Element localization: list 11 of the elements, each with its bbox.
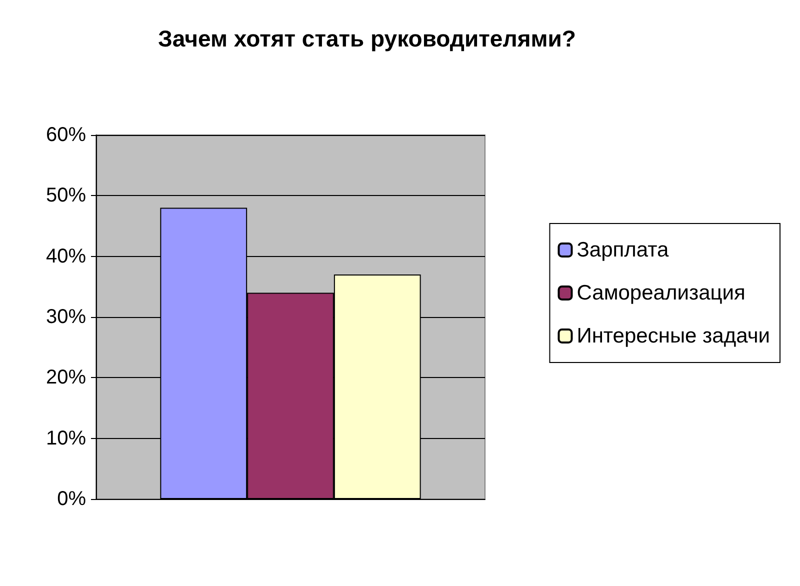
y-tick-label: 50% xyxy=(46,184,86,207)
y-tick-label: 40% xyxy=(46,245,86,268)
y-tick-label: 0% xyxy=(57,488,86,510)
y-tick-label: 30% xyxy=(46,306,86,328)
legend-label: Самореализация xyxy=(576,282,746,304)
legend-label: Интересные задачи xyxy=(576,324,770,348)
y-tick-label: 10% xyxy=(46,427,86,450)
y-tick-label: 20% xyxy=(46,366,86,389)
chart-title: Зачем хотят стать руководителями? xyxy=(158,26,576,52)
legend-label: Зарплата xyxy=(576,238,669,262)
y-tick-label: 60% xyxy=(46,124,86,146)
